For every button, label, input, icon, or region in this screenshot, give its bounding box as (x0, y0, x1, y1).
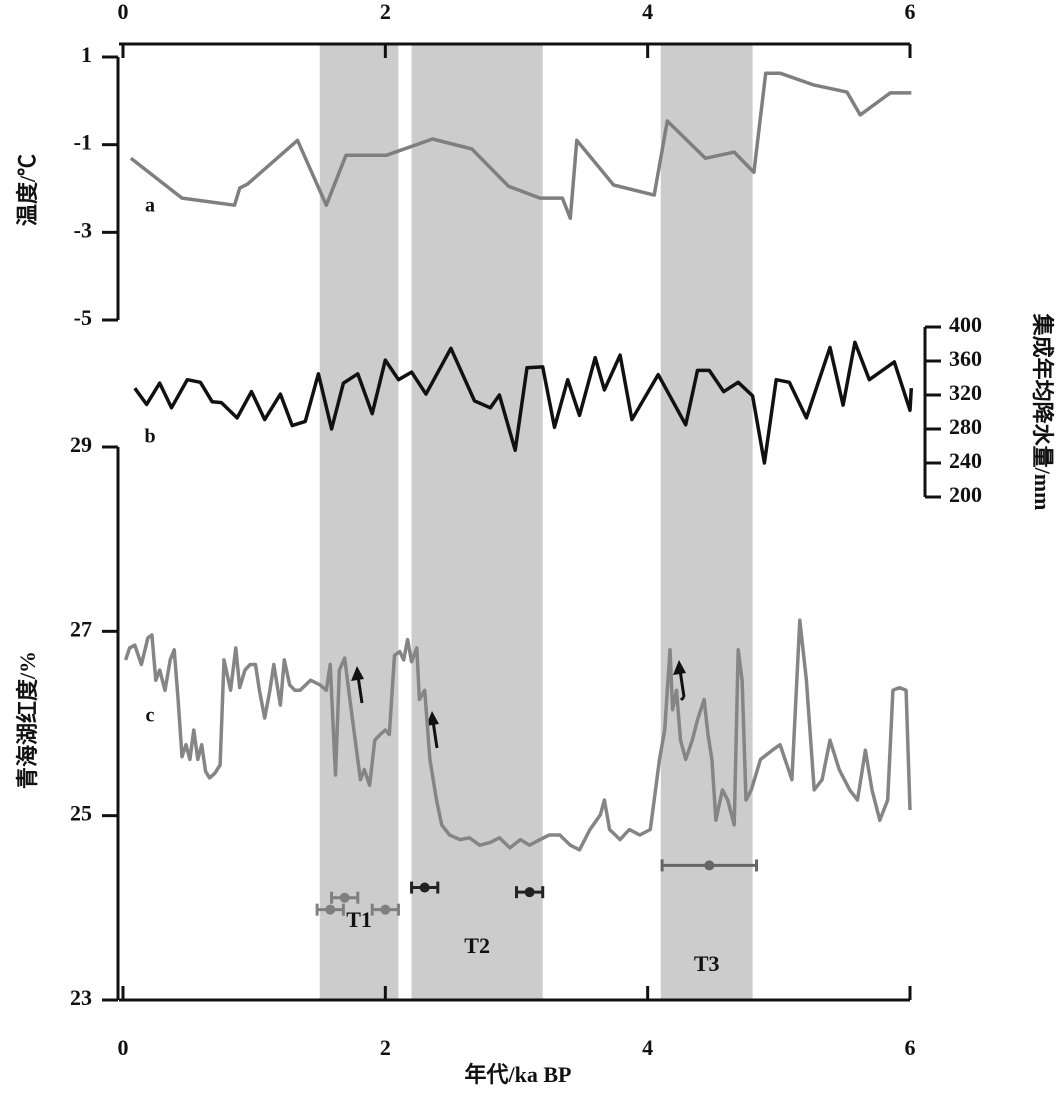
age-point (325, 904, 336, 915)
age-point (524, 887, 535, 898)
x-tick-label: 6 (905, 0, 916, 24)
data-line (123, 618, 912, 852)
panel-label: b (144, 426, 155, 448)
panel-label: a (145, 195, 155, 217)
band-label: T3 (694, 951, 720, 976)
band (660, 44, 753, 1000)
panel-label: c (146, 705, 155, 727)
y-tick-label: 360 (949, 346, 982, 371)
bands (319, 44, 753, 1000)
y-axis-label: 集成年均降水量/mm (1030, 313, 1055, 511)
y-axis-label: 温度/℃ (15, 154, 40, 226)
x-axis-label: 年代/ka BP (465, 1062, 572, 1087)
y-tick-label: 1 (81, 42, 92, 67)
x-tick-label: 2 (380, 1035, 391, 1060)
y-tick-label: -1 (74, 130, 92, 155)
x-tick-label: 4 (642, 1035, 653, 1060)
y-tick-label: 29 (70, 432, 92, 457)
y-tick-label: 25 (70, 801, 92, 826)
age-point (704, 860, 715, 871)
band (411, 44, 543, 1000)
age-point (339, 892, 350, 903)
y-tick-label: 27 (70, 616, 92, 641)
x-tick-label: 0 (118, 1035, 129, 1060)
data-line (129, 71, 912, 221)
band (319, 44, 399, 1000)
band-label: T1 (346, 907, 372, 932)
y-tick-label: -5 (74, 305, 92, 330)
y-tick-label: 23 (70, 985, 92, 1010)
data-line (133, 340, 914, 465)
y-tick-label: -3 (74, 217, 92, 242)
x-tick-label: 2 (380, 0, 391, 24)
x-tick-label: 0 (118, 0, 129, 24)
age-point (380, 904, 391, 915)
y-tick-label: 400 (949, 312, 982, 337)
arrows (351, 660, 686, 749)
x-tick-label: 4 (642, 0, 653, 24)
y-tick-label: 320 (949, 380, 982, 405)
age-point (419, 882, 430, 893)
y-axis-label: 青海湖红度/% (15, 651, 40, 789)
x-tick-label: 6 (905, 1035, 916, 1060)
y-tick-label: 240 (949, 448, 982, 473)
y-tick-label: 280 (949, 414, 982, 439)
y-tick-label: 200 (949, 482, 982, 507)
band-label: T2 (464, 933, 490, 958)
